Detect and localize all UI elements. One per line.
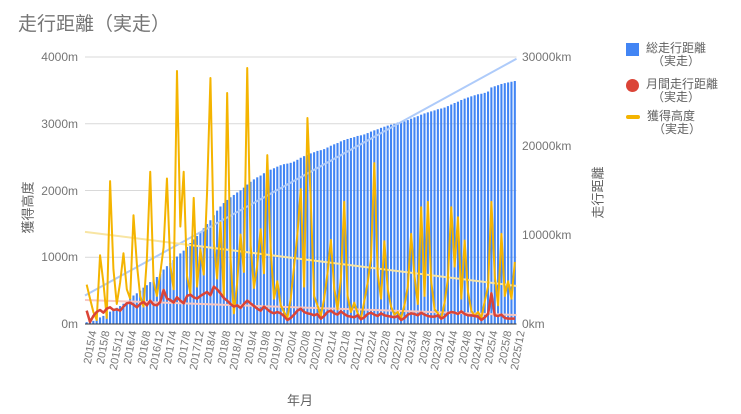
right-axis-title: 走行距離 <box>590 166 606 219</box>
left-axis-tick-label: 4000m <box>41 50 78 64</box>
right-axis-tick-label: 30000km <box>522 50 572 64</box>
right-axis-tick-label: 20000km <box>522 139 572 153</box>
legend-item-total-distance[interactable]: 総走行距離 （実走） <box>626 42 706 68</box>
legend-label-sub: （実走） <box>652 54 701 68</box>
legend-item-elevation-gain[interactable]: 獲得高度 （実走） <box>626 110 701 136</box>
left-axis-tick-label: 1000m <box>41 250 78 265</box>
x-axis-title: 年月 <box>286 393 313 408</box>
right-axis-tick-label: 0km <box>522 317 545 331</box>
series-monthly-distance-line <box>85 285 515 324</box>
chart-title: 走行距離（実走） <box>18 14 171 35</box>
legend-label: 総走行距離 <box>646 41 707 55</box>
left-axis-tick-label: 3000m <box>41 116 78 131</box>
legend-label-sub: （実走） <box>652 90 701 104</box>
left-axis-tick-label: 0m <box>61 317 78 331</box>
legend-label: 月間走行距離 <box>646 77 719 91</box>
series-elevation-line <box>85 67 516 321</box>
total-distance-swatch-icon <box>626 43 639 56</box>
right-axis-tick-label: 10000km <box>522 228 572 242</box>
legend-item-monthly-distance[interactable]: 月間走行距離 （実走） <box>626 78 718 104</box>
left-axis-tick-label: 2000m <box>41 183 78 198</box>
elevation-gain-swatch-icon <box>626 115 640 119</box>
legend-label: 獲得高度 <box>647 109 696 123</box>
left-axis-title: 獲得高度 <box>20 181 36 234</box>
legend: 総走行距離 （実走） 月間走行距離 （実走） 獲得高度 （実走） <box>626 0 741 160</box>
monthly-distance-swatch-icon <box>626 79 639 92</box>
legend-label-sub: （実走） <box>653 122 702 136</box>
